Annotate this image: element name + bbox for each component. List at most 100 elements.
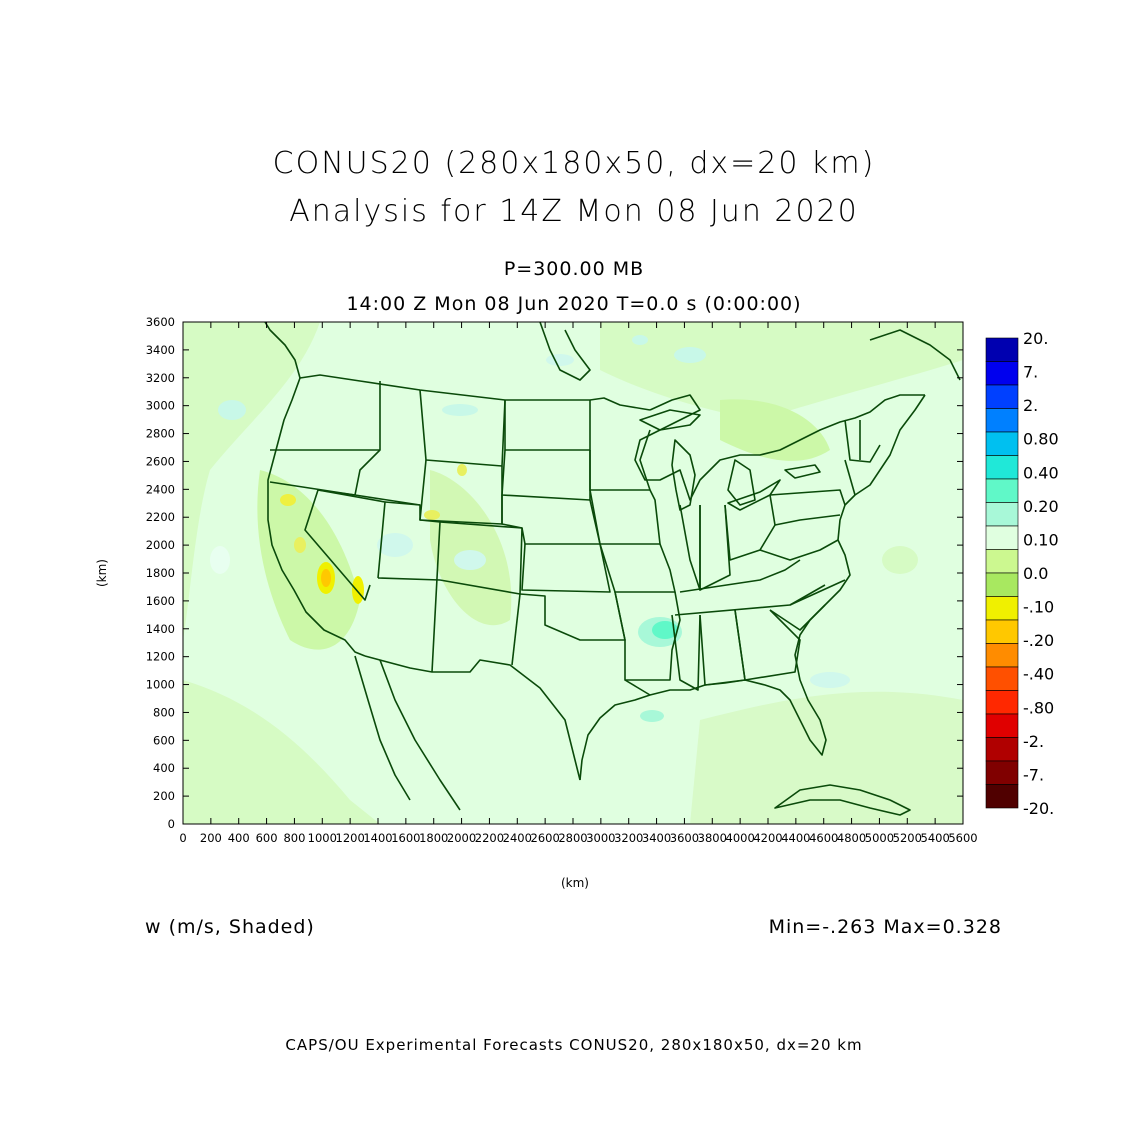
y-tick-label: 1400 <box>146 622 175 636</box>
field-spot <box>882 546 918 574</box>
labrador-coast <box>869 329 961 381</box>
ca-nv-border <box>304 489 371 601</box>
x-tick-label: 2600 <box>531 831 560 845</box>
x-tick-label: 5600 <box>948 831 977 845</box>
nc-va-border <box>789 579 846 606</box>
x-tick-label: 3600 <box>670 831 699 845</box>
colorbar: 20. 7. 2. 0.80 0.40 0.20 0.10 0.0 -.10 -.20 -.40 -.… <box>985 329 1059 818</box>
y-tick-label: 2200 <box>146 510 175 524</box>
colorbar-swatch <box>985 455 1019 480</box>
north-dakota <box>504 400 591 451</box>
y-tick-label: 3600 <box>146 315 175 329</box>
lake-huron <box>727 459 756 506</box>
colorbar-swatch <box>985 337 1019 362</box>
canada-west-coast <box>264 322 301 379</box>
pennsylvania-south <box>774 514 841 526</box>
x-tick-label: 5200 <box>893 831 922 845</box>
colorbar-swatch <box>985 525 1019 550</box>
lake-michigan <box>671 439 696 511</box>
nm-tx-border <box>511 593 521 666</box>
x-tick-label: 1800 <box>419 831 448 845</box>
colorbar-label: -.40 <box>1023 665 1054 684</box>
y-tick-label: 3000 <box>146 399 175 413</box>
x-tick-label: 600 <box>256 831 278 845</box>
field-spot <box>457 464 467 476</box>
field-patch <box>690 691 963 824</box>
x-axis: 0 200 400 600 800 100012001400160018002000220… <box>179 322 978 845</box>
x-tick-label: 2800 <box>558 831 587 845</box>
field-patch <box>183 322 320 640</box>
field-spot <box>810 672 850 688</box>
x-tick-label: 200 <box>200 831 222 845</box>
y-tick-label: 0 <box>168 817 175 831</box>
colorbar-label: 0.0 <box>1023 564 1048 583</box>
idaho-border <box>354 381 421 506</box>
field-spot <box>640 710 664 722</box>
valid-time: 14:00 Z Mon 08 Jun 2020 T=0.0 s (0:00:00… <box>346 293 802 315</box>
y-tick-label: 2000 <box>146 538 175 552</box>
y-tick-label: 400 <box>153 761 175 775</box>
field-patch <box>720 399 830 461</box>
new-england <box>844 419 881 463</box>
colorbar-label: -7. <box>1023 765 1044 784</box>
y-tick-label: 200 <box>153 789 175 803</box>
field-patch <box>430 470 512 626</box>
x-tick-label: 1000 <box>308 831 337 845</box>
colorbar-swatch <box>985 784 1019 809</box>
colorbar-label: 0.40 <box>1023 463 1059 482</box>
map-boundaries <box>264 322 961 816</box>
colorbar-label: -.20 <box>1023 631 1054 650</box>
field-spot <box>210 546 230 574</box>
colorbar-swatch <box>985 643 1019 668</box>
y-tick-label: 1200 <box>146 650 175 664</box>
mexico-border <box>364 655 581 781</box>
y-tick-label: 800 <box>153 705 175 719</box>
x-tick-label: 2200 <box>475 831 504 845</box>
field-spot <box>442 404 478 416</box>
colorbar-label: -.80 <box>1023 698 1054 717</box>
ny-east <box>844 459 856 496</box>
colorbar-swatch <box>985 408 1019 433</box>
x-axis-label: (km) <box>561 876 589 890</box>
mexico-west-coast <box>379 659 461 811</box>
colorbar-swatch <box>985 690 1019 715</box>
south-carolina <box>769 604 826 631</box>
mississippi <box>671 614 701 691</box>
colorbar-swatch <box>985 666 1019 691</box>
x-tick-label: 800 <box>283 831 305 845</box>
x-tick-label: 4000 <box>726 831 755 845</box>
montana-wyoming <box>419 389 506 467</box>
colorbar-swatch <box>985 478 1019 503</box>
colorbar-swatch <box>985 549 1019 574</box>
y-tick-label: 3200 <box>146 371 175 385</box>
pressure-level: P=300.00 MB <box>503 258 645 280</box>
y-tick-label: 600 <box>153 733 175 747</box>
y-tick-label: 2400 <box>146 482 175 496</box>
kansas <box>521 543 611 593</box>
colorbar-label: 7. <box>1023 363 1038 382</box>
field-spot <box>280 494 296 506</box>
hudson-bay-coast <box>539 322 591 381</box>
x-tick-label: 400 <box>228 831 250 845</box>
colorbar-label: 20. <box>1023 329 1048 348</box>
pacific-coastline <box>267 377 366 657</box>
colorbar-swatch <box>985 502 1019 527</box>
y-tick-label: 1600 <box>146 594 175 608</box>
field-patch <box>183 680 380 824</box>
colorbar-label: 2. <box>1023 396 1038 415</box>
title-line-1: CONUS20 (280x180x50, dx=20 km) <box>272 146 876 181</box>
kentucky-south <box>679 559 801 593</box>
w-field-shading <box>183 322 963 824</box>
colorado <box>439 521 523 595</box>
colorbar-label: -20. <box>1023 799 1054 818</box>
colorbar-swatch <box>985 572 1019 597</box>
y-tick-label: 2800 <box>146 427 175 441</box>
x-tick-label: 5400 <box>921 831 950 845</box>
louisiana-coast <box>624 679 651 696</box>
x-tick-label: 0 <box>179 831 186 845</box>
y-tick-label: 1800 <box>146 566 175 580</box>
colorbar-swatch <box>985 760 1019 785</box>
wv-va <box>759 539 839 561</box>
lake-ontario <box>784 464 821 479</box>
lake-superior <box>639 409 701 431</box>
